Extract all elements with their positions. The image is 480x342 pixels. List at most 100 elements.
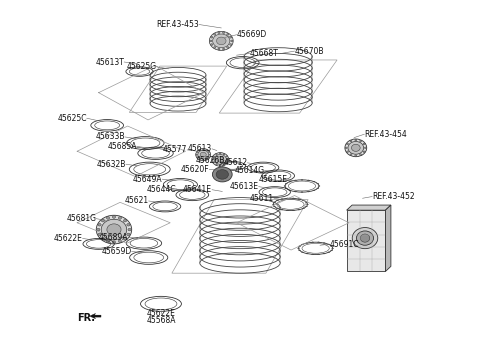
- Ellipse shape: [216, 170, 228, 179]
- Ellipse shape: [203, 149, 204, 150]
- Text: 45568A: 45568A: [146, 316, 176, 325]
- Ellipse shape: [217, 157, 224, 162]
- Ellipse shape: [223, 48, 225, 50]
- Text: 45681G: 45681G: [66, 214, 96, 223]
- Ellipse shape: [285, 183, 287, 184]
- Ellipse shape: [213, 162, 215, 163]
- Text: 45689A: 45689A: [99, 233, 128, 241]
- Ellipse shape: [214, 47, 216, 48]
- Ellipse shape: [211, 44, 213, 45]
- Ellipse shape: [328, 252, 330, 253]
- Ellipse shape: [289, 190, 291, 191]
- Text: 45669D: 45669D: [237, 30, 267, 39]
- Ellipse shape: [227, 47, 229, 48]
- Ellipse shape: [317, 188, 319, 189]
- Ellipse shape: [299, 246, 300, 247]
- Text: 45670B: 45670B: [295, 47, 324, 56]
- Ellipse shape: [345, 139, 367, 157]
- Ellipse shape: [331, 250, 333, 251]
- Ellipse shape: [350, 154, 352, 155]
- Ellipse shape: [96, 215, 132, 244]
- Ellipse shape: [229, 44, 232, 45]
- Ellipse shape: [123, 237, 127, 240]
- Ellipse shape: [219, 165, 221, 166]
- Text: REF.43-453: REF.43-453: [156, 20, 199, 29]
- Text: 45615E: 45615E: [259, 175, 288, 184]
- Ellipse shape: [318, 254, 320, 255]
- Text: FR.: FR.: [77, 313, 95, 323]
- Text: 45685A: 45685A: [108, 142, 137, 151]
- Ellipse shape: [348, 142, 364, 154]
- Ellipse shape: [364, 147, 366, 149]
- Ellipse shape: [209, 154, 211, 155]
- Ellipse shape: [323, 242, 325, 244]
- Text: 45691C: 45691C: [329, 240, 359, 249]
- Text: 45620F: 45620F: [180, 165, 209, 174]
- Ellipse shape: [332, 248, 334, 249]
- Ellipse shape: [292, 198, 294, 199]
- Ellipse shape: [128, 228, 131, 231]
- Ellipse shape: [352, 227, 378, 249]
- Text: 45626B: 45626B: [195, 156, 225, 165]
- Ellipse shape: [229, 36, 232, 38]
- Ellipse shape: [223, 32, 225, 34]
- Ellipse shape: [226, 162, 228, 163]
- Ellipse shape: [107, 240, 109, 242]
- Ellipse shape: [198, 150, 209, 159]
- Ellipse shape: [208, 152, 210, 153]
- Ellipse shape: [203, 159, 204, 161]
- Text: 45622E: 45622E: [146, 309, 175, 318]
- Ellipse shape: [123, 220, 127, 222]
- Ellipse shape: [285, 188, 287, 189]
- Text: 45625C: 45625C: [57, 114, 87, 123]
- Ellipse shape: [98, 233, 101, 236]
- Ellipse shape: [276, 200, 278, 201]
- Ellipse shape: [101, 219, 127, 240]
- Ellipse shape: [101, 237, 105, 240]
- Ellipse shape: [227, 34, 229, 35]
- Ellipse shape: [212, 159, 214, 160]
- Ellipse shape: [212, 153, 229, 166]
- Text: 45668T: 45668T: [250, 49, 278, 58]
- Ellipse shape: [347, 143, 348, 145]
- Ellipse shape: [98, 223, 101, 226]
- Ellipse shape: [213, 156, 215, 157]
- Ellipse shape: [294, 191, 297, 192]
- Polygon shape: [385, 205, 391, 272]
- Ellipse shape: [208, 157, 210, 158]
- Ellipse shape: [306, 242, 308, 244]
- Ellipse shape: [197, 152, 198, 153]
- Ellipse shape: [214, 155, 227, 164]
- Ellipse shape: [213, 34, 230, 48]
- Ellipse shape: [302, 208, 304, 209]
- Ellipse shape: [101, 220, 105, 222]
- Ellipse shape: [213, 167, 232, 182]
- Ellipse shape: [328, 244, 330, 245]
- Ellipse shape: [308, 191, 310, 192]
- Ellipse shape: [206, 159, 207, 160]
- Ellipse shape: [363, 151, 365, 153]
- Text: 45659D: 45659D: [101, 247, 132, 256]
- Ellipse shape: [287, 198, 288, 199]
- Ellipse shape: [209, 31, 233, 50]
- Ellipse shape: [363, 143, 365, 145]
- Ellipse shape: [317, 183, 319, 184]
- Ellipse shape: [360, 140, 361, 142]
- Ellipse shape: [272, 204, 275, 205]
- Ellipse shape: [276, 208, 278, 209]
- Text: 45641E: 45641E: [183, 185, 212, 194]
- Text: 45613E: 45613E: [230, 182, 259, 191]
- Ellipse shape: [218, 48, 220, 50]
- Text: 45611: 45611: [250, 194, 274, 203]
- Ellipse shape: [360, 234, 370, 242]
- Ellipse shape: [345, 147, 347, 149]
- Ellipse shape: [107, 224, 121, 235]
- Ellipse shape: [196, 148, 211, 161]
- Ellipse shape: [274, 206, 276, 207]
- Ellipse shape: [196, 154, 197, 155]
- Ellipse shape: [97, 228, 100, 231]
- Ellipse shape: [199, 159, 201, 160]
- Ellipse shape: [223, 164, 225, 165]
- Ellipse shape: [127, 233, 130, 236]
- Ellipse shape: [294, 180, 297, 181]
